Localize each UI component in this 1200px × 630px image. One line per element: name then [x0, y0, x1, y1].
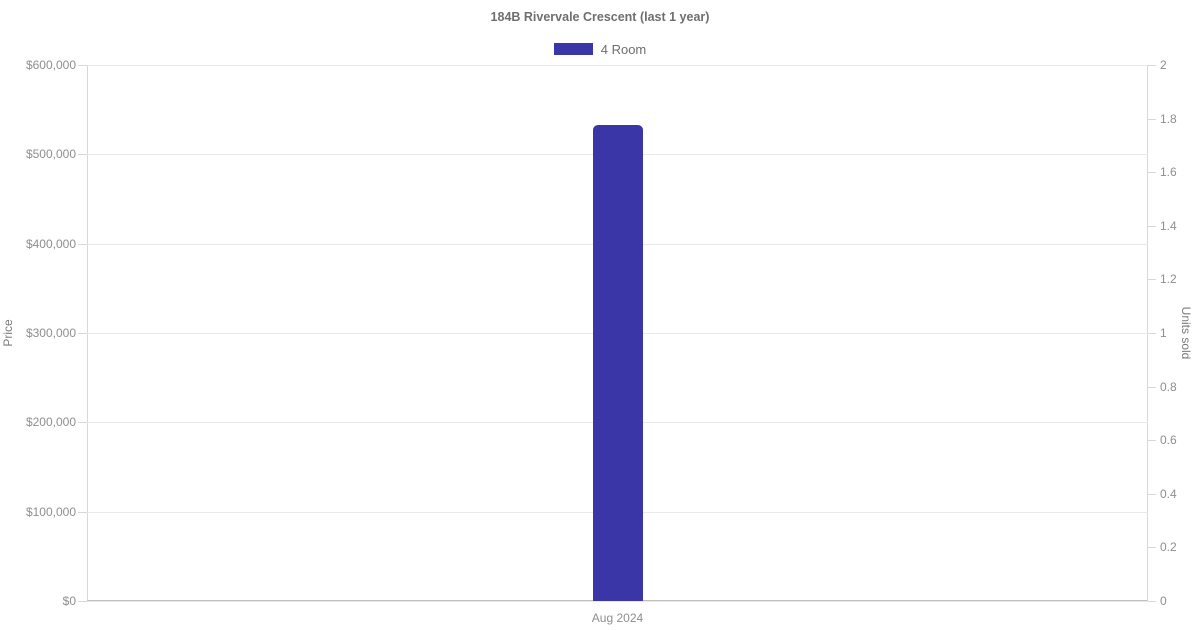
- left-tick-mark: [78, 243, 87, 245]
- right-tick-mark: [1148, 225, 1156, 227]
- legend-swatch: [553, 43, 593, 55]
- gridline: [87, 65, 1148, 66]
- left-axis-tick-label: $400,000: [25, 236, 76, 251]
- left-axis-title: Price: [1, 319, 15, 347]
- right-tick-mark: [1148, 547, 1156, 549]
- left-axis-tick-label: $100,000: [25, 504, 76, 519]
- bar-4-room: [592, 124, 643, 601]
- left-axis-tick-label: $200,000: [25, 415, 76, 430]
- right-axis-tick-label: 1.6: [1160, 165, 1177, 180]
- right-tick-mark: [1148, 279, 1156, 281]
- left-axis-tick-label: $500,000: [25, 147, 76, 162]
- gridline: [87, 601, 1148, 602]
- x-axis-tick-label: Aug 2024: [591, 611, 644, 625]
- right-axis-tick-label: 1.2: [1160, 272, 1177, 287]
- right-tick-mark: [1148, 493, 1156, 495]
- right-tick-mark: [1148, 65, 1156, 66]
- right-axis-tick-label: 0.6: [1160, 433, 1177, 448]
- left-tick-mark: [78, 65, 87, 66]
- left-axis-tick-label: $600,000: [25, 58, 76, 72]
- right-axis-tick-label: 1.8: [1160, 111, 1177, 126]
- right-axis-title: Units sold: [1179, 306, 1193, 360]
- right-axis-tick-label: 0.2: [1160, 540, 1177, 555]
- legend-item-4-room[interactable]: 4 Room: [553, 41, 647, 57]
- left-tick-mark: [78, 601, 87, 602]
- right-tick-mark: [1148, 601, 1156, 602]
- left-tick-mark: [78, 154, 87, 156]
- right-tick-mark: [1148, 386, 1156, 388]
- right-axis-tick-label: 0.8: [1160, 379, 1177, 394]
- right-axis-tick-label: 1: [1160, 326, 1167, 340]
- chart-title: 184B Rivervale Crescent (last 1 year): [490, 10, 710, 24]
- right-axis-tick-label: 0.4: [1160, 486, 1177, 501]
- left-axis-tick-label: $0: [62, 594, 76, 608]
- left-tick-mark: [78, 422, 87, 424]
- right-tick-mark: [1148, 172, 1156, 174]
- left-tick-mark: [78, 333, 87, 334]
- right-axis-tick-label: 1.4: [1160, 218, 1177, 233]
- legend-label: 4 Room: [600, 41, 647, 57]
- right-tick-mark: [1148, 440, 1156, 442]
- right-tick-mark: [1148, 118, 1156, 120]
- left-axis-tick-label: $300,000: [25, 326, 76, 340]
- right-axis-tick-label: 0: [1160, 594, 1167, 608]
- right-tick-mark: [1148, 333, 1156, 334]
- left-tick-mark: [78, 511, 87, 513]
- legend: 4 Room: [0, 41, 1200, 57]
- right-axis-tick-label: 2: [1160, 58, 1167, 72]
